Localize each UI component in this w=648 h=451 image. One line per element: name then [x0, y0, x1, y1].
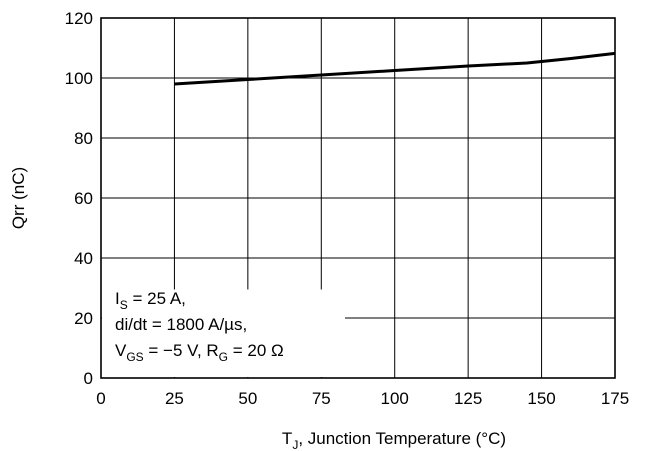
annotation-line-vgs-rg: VGS = −5 V, RG = 20 Ω [115, 341, 284, 364]
y-tick-labels: 0 20 40 60 80 100 120 [65, 9, 93, 388]
y-tick-label: 60 [74, 189, 93, 208]
x-tick-labels: 0 25 50 75 100 125 150 175 [96, 389, 629, 408]
y-tick-label: 120 [65, 9, 93, 28]
x-axis-title: TJ, Junction Temperature (°C) [282, 429, 506, 451]
y-tick-label: 20 [74, 309, 93, 328]
x-tick-label: 50 [238, 389, 257, 408]
x-tick-label: 25 [165, 389, 184, 408]
series-group [174, 51, 616, 86]
y-tick-label: 100 [65, 69, 93, 88]
y-tick-label: 40 [74, 249, 93, 268]
annotation-line-is: IS = 25 A, [115, 289, 186, 312]
y-tick-label: 80 [74, 129, 93, 148]
x-tick-label: 125 [454, 389, 482, 408]
x-tick-label: 175 [601, 389, 629, 408]
plot-frame [100, 17, 616, 379]
annotation-box [102, 289, 345, 377]
x-tick-label: 75 [312, 389, 331, 408]
x-tick-label: 150 [527, 389, 555, 408]
x-tick-label: 0 [96, 389, 105, 408]
y-axis-title: Qrr (nC) [9, 167, 28, 229]
y-tick-label: 0 [84, 369, 93, 388]
x-tick-label: 100 [381, 389, 409, 408]
series-line-0 [174, 51, 616, 86]
annotation-line-didt: di/dt = 1800 A/µs, [115, 315, 247, 334]
